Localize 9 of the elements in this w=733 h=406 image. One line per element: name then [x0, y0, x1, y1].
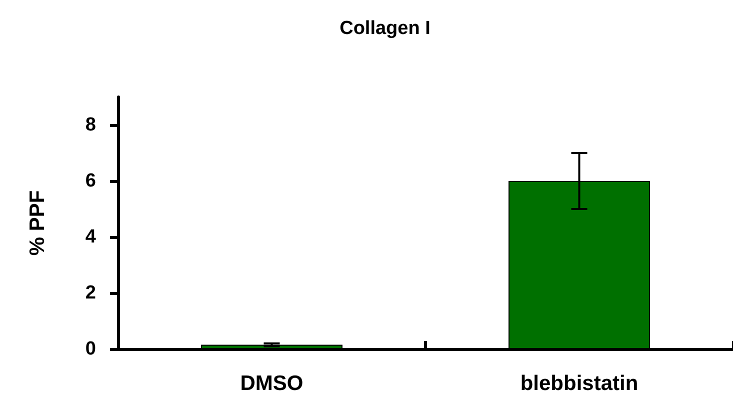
y-tick-label: 8 — [85, 114, 96, 136]
y-tick-label: 6 — [85, 170, 96, 192]
x-tick-label: blebbistatin — [520, 372, 638, 395]
y-axis-title: % PPF — [26, 190, 49, 256]
y-tick-label: 4 — [85, 226, 96, 248]
y-tick-label: 2 — [85, 282, 96, 304]
y-tick-label: 0 — [85, 338, 96, 360]
x-tick-label: DMSO — [240, 372, 304, 395]
chart-title: Collagen I — [340, 18, 430, 39]
